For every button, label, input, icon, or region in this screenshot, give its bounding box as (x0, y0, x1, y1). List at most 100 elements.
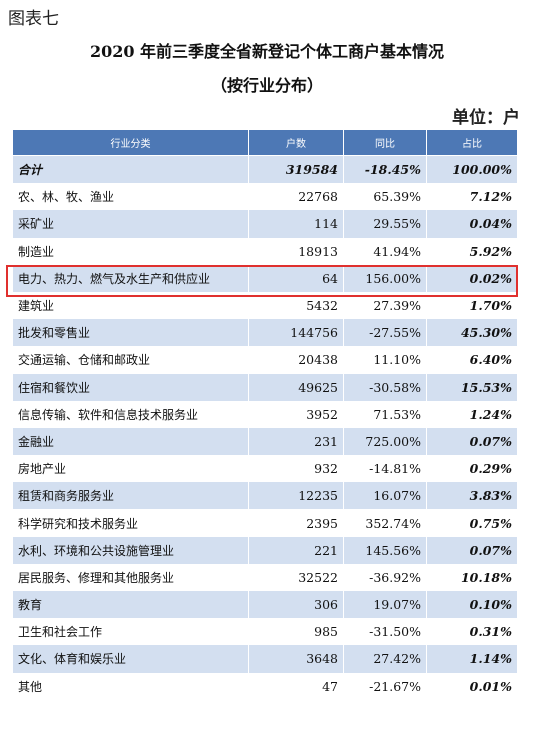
industry-table-container: 行业分类 户数 同比 占比 合计 319584 -18.45% 100.00% 农、林、… (12, 129, 518, 700)
table-row: 居民服务、修理和其他服务业 32522 -36.92% 10.18% (12, 563, 518, 591)
table-row-total: 合计 319584 -18.45% 100.00% (12, 155, 518, 184)
industry-cell: 电力、热力、燃气及水生产和供应业 (12, 264, 249, 292)
count-cell: 49625 (248, 373, 344, 401)
yoy-cell: 352.74% (343, 509, 427, 537)
share-cell: 0.02% (426, 264, 518, 292)
yoy-cell: -31.50% (343, 618, 427, 646)
yoy-cell: 11.10% (343, 346, 427, 374)
header-count: 户数 (248, 129, 344, 156)
share-cell: 7.12% (426, 183, 518, 211)
industry-cell: 信息传输、软件和信息技术服务业 (12, 400, 249, 428)
table-row: 租赁和商务服务业 12235 16.07% 3.83% (12, 482, 518, 510)
share-cell: 10.18% (426, 563, 518, 591)
industry-cell: 其他 (12, 672, 249, 700)
table-row: 建筑业 5432 27.39% 1.70% (12, 291, 518, 320)
table-row: 科学研究和技术服务业 2395 352.74% 0.75% (12, 509, 518, 537)
industry-cell: 采矿业 (12, 210, 249, 238)
table-row: 文化、体育和娱乐业 3648 27.42% 1.14% (12, 645, 518, 673)
yoy-cell: 725.00% (343, 427, 427, 456)
table-row: 水利、环境和公共设施管理业 221 145.56% 0.07% (12, 536, 518, 564)
share-cell: 0.04% (426, 210, 518, 238)
share-cell: 1.14% (426, 645, 518, 673)
yoy-cell: -30.58% (343, 373, 427, 401)
count-cell: 18913 (248, 237, 344, 265)
industry-cell: 建筑业 (12, 291, 249, 320)
yoy-cell: -14.81% (343, 455, 427, 483)
table-row: 农、林、牧、渔业 22768 65.39% 7.12% (12, 183, 518, 211)
figure-label: 图表七 (8, 9, 59, 29)
share-cell: 1.24% (426, 400, 518, 428)
count-cell: 319584 (248, 155, 344, 184)
table-row: 住宿和餐饮业 49625 -30.58% 15.53% (12, 373, 518, 401)
table-row: 信息传输、软件和信息技术服务业 3952 71.53% 1.24% (12, 400, 518, 428)
yoy-cell: 16.07% (343, 482, 427, 510)
yoy-cell: 41.94% (343, 237, 427, 265)
table-row: 金融业 231 725.00% 0.07% (12, 427, 518, 456)
yoy-cell: 145.56% (343, 536, 427, 564)
industry-cell: 批发和零售业 (12, 319, 249, 347)
count-cell: 22768 (248, 183, 344, 211)
yoy-cell: 19.07% (343, 591, 427, 619)
table-row: 其他 47 -21.67% 0.01% (12, 672, 518, 700)
table-row: 采矿业 114 29.55% 0.04% (12, 210, 518, 238)
count-cell: 932 (248, 455, 344, 483)
table-row: 批发和零售业 144756 -27.55% 45.30% (12, 319, 518, 347)
document-subtitle: （按行业分布） (210, 76, 323, 95)
industry-table: 行业分类 户数 同比 占比 合计 319584 -18.45% 100.00% 农、林、… (12, 129, 518, 700)
share-cell: 0.07% (426, 536, 518, 564)
count-cell: 985 (248, 618, 344, 646)
table-row: 电力、热力、燃气及水生产和供应业 64 156.00% 0.02% (12, 264, 518, 292)
share-cell: 0.31% (426, 618, 518, 646)
yoy-cell: -21.67% (343, 672, 427, 700)
count-cell: 47 (248, 672, 344, 700)
count-cell: 5432 (248, 291, 344, 320)
count-cell: 306 (248, 591, 344, 619)
industry-cell: 农、林、牧、渔业 (12, 183, 249, 211)
yoy-cell: 29.55% (343, 210, 427, 238)
industry-cell: 水利、环境和公共设施管理业 (12, 536, 249, 564)
share-cell: 0.10% (426, 591, 518, 619)
share-cell: 5.92% (426, 237, 518, 265)
industry-cell: 交通运输、仓储和邮政业 (12, 346, 249, 374)
yoy-cell: -18.45% (343, 155, 427, 184)
count-cell: 231 (248, 427, 344, 456)
unit-label: 单位：户 (452, 108, 520, 128)
count-cell: 64 (248, 264, 344, 292)
table-row: 卫生和社会工作 985 -31.50% 0.31% (12, 618, 518, 646)
industry-cell: 租赁和商务服务业 (12, 482, 249, 510)
industry-cell: 科学研究和技术服务业 (12, 509, 249, 537)
share-cell: 3.83% (426, 482, 518, 510)
count-cell: 221 (248, 536, 344, 564)
industry-cell: 住宿和餐饮业 (12, 373, 249, 401)
share-cell: 100.00% (426, 155, 518, 184)
industry-cell: 居民服务、修理和其他服务业 (12, 563, 249, 591)
count-cell: 12235 (248, 482, 344, 510)
count-cell: 20438 (248, 346, 344, 374)
yoy-cell: -27.55% (343, 319, 427, 347)
industry-cell: 金融业 (12, 427, 249, 456)
count-cell: 3648 (248, 645, 344, 673)
yoy-cell: 71.53% (343, 400, 427, 428)
document-title: 2020 年前三季度全省新登记个体工商户基本情况 (89, 42, 445, 61)
industry-cell: 教育 (12, 591, 249, 619)
count-cell: 2395 (248, 509, 344, 537)
share-cell: 1.70% (426, 291, 518, 320)
header-industry: 行业分类 (12, 129, 249, 156)
industry-cell: 制造业 (12, 237, 249, 265)
table-row: 交通运输、仓储和邮政业 20438 11.10% 6.40% (12, 346, 518, 374)
table-row: 制造业 18913 41.94% 5.92% (12, 237, 518, 265)
count-cell: 144756 (248, 319, 344, 347)
count-cell: 32522 (248, 563, 344, 591)
table-header-row: 行业分类 户数 同比 占比 (12, 129, 518, 156)
table-row: 房地产业 932 -14.81% 0.29% (12, 455, 518, 483)
yoy-cell: 27.42% (343, 645, 427, 673)
yoy-cell: -36.92% (343, 563, 427, 591)
industry-cell: 房地产业 (12, 455, 249, 483)
share-cell: 0.75% (426, 509, 518, 537)
industry-cell: 合计 (12, 155, 249, 184)
share-cell: 0.07% (426, 427, 518, 456)
share-cell: 0.01% (426, 672, 518, 700)
industry-cell: 文化、体育和娱乐业 (12, 645, 249, 673)
share-cell: 0.29% (426, 455, 518, 483)
header-share: 占比 (426, 129, 518, 156)
